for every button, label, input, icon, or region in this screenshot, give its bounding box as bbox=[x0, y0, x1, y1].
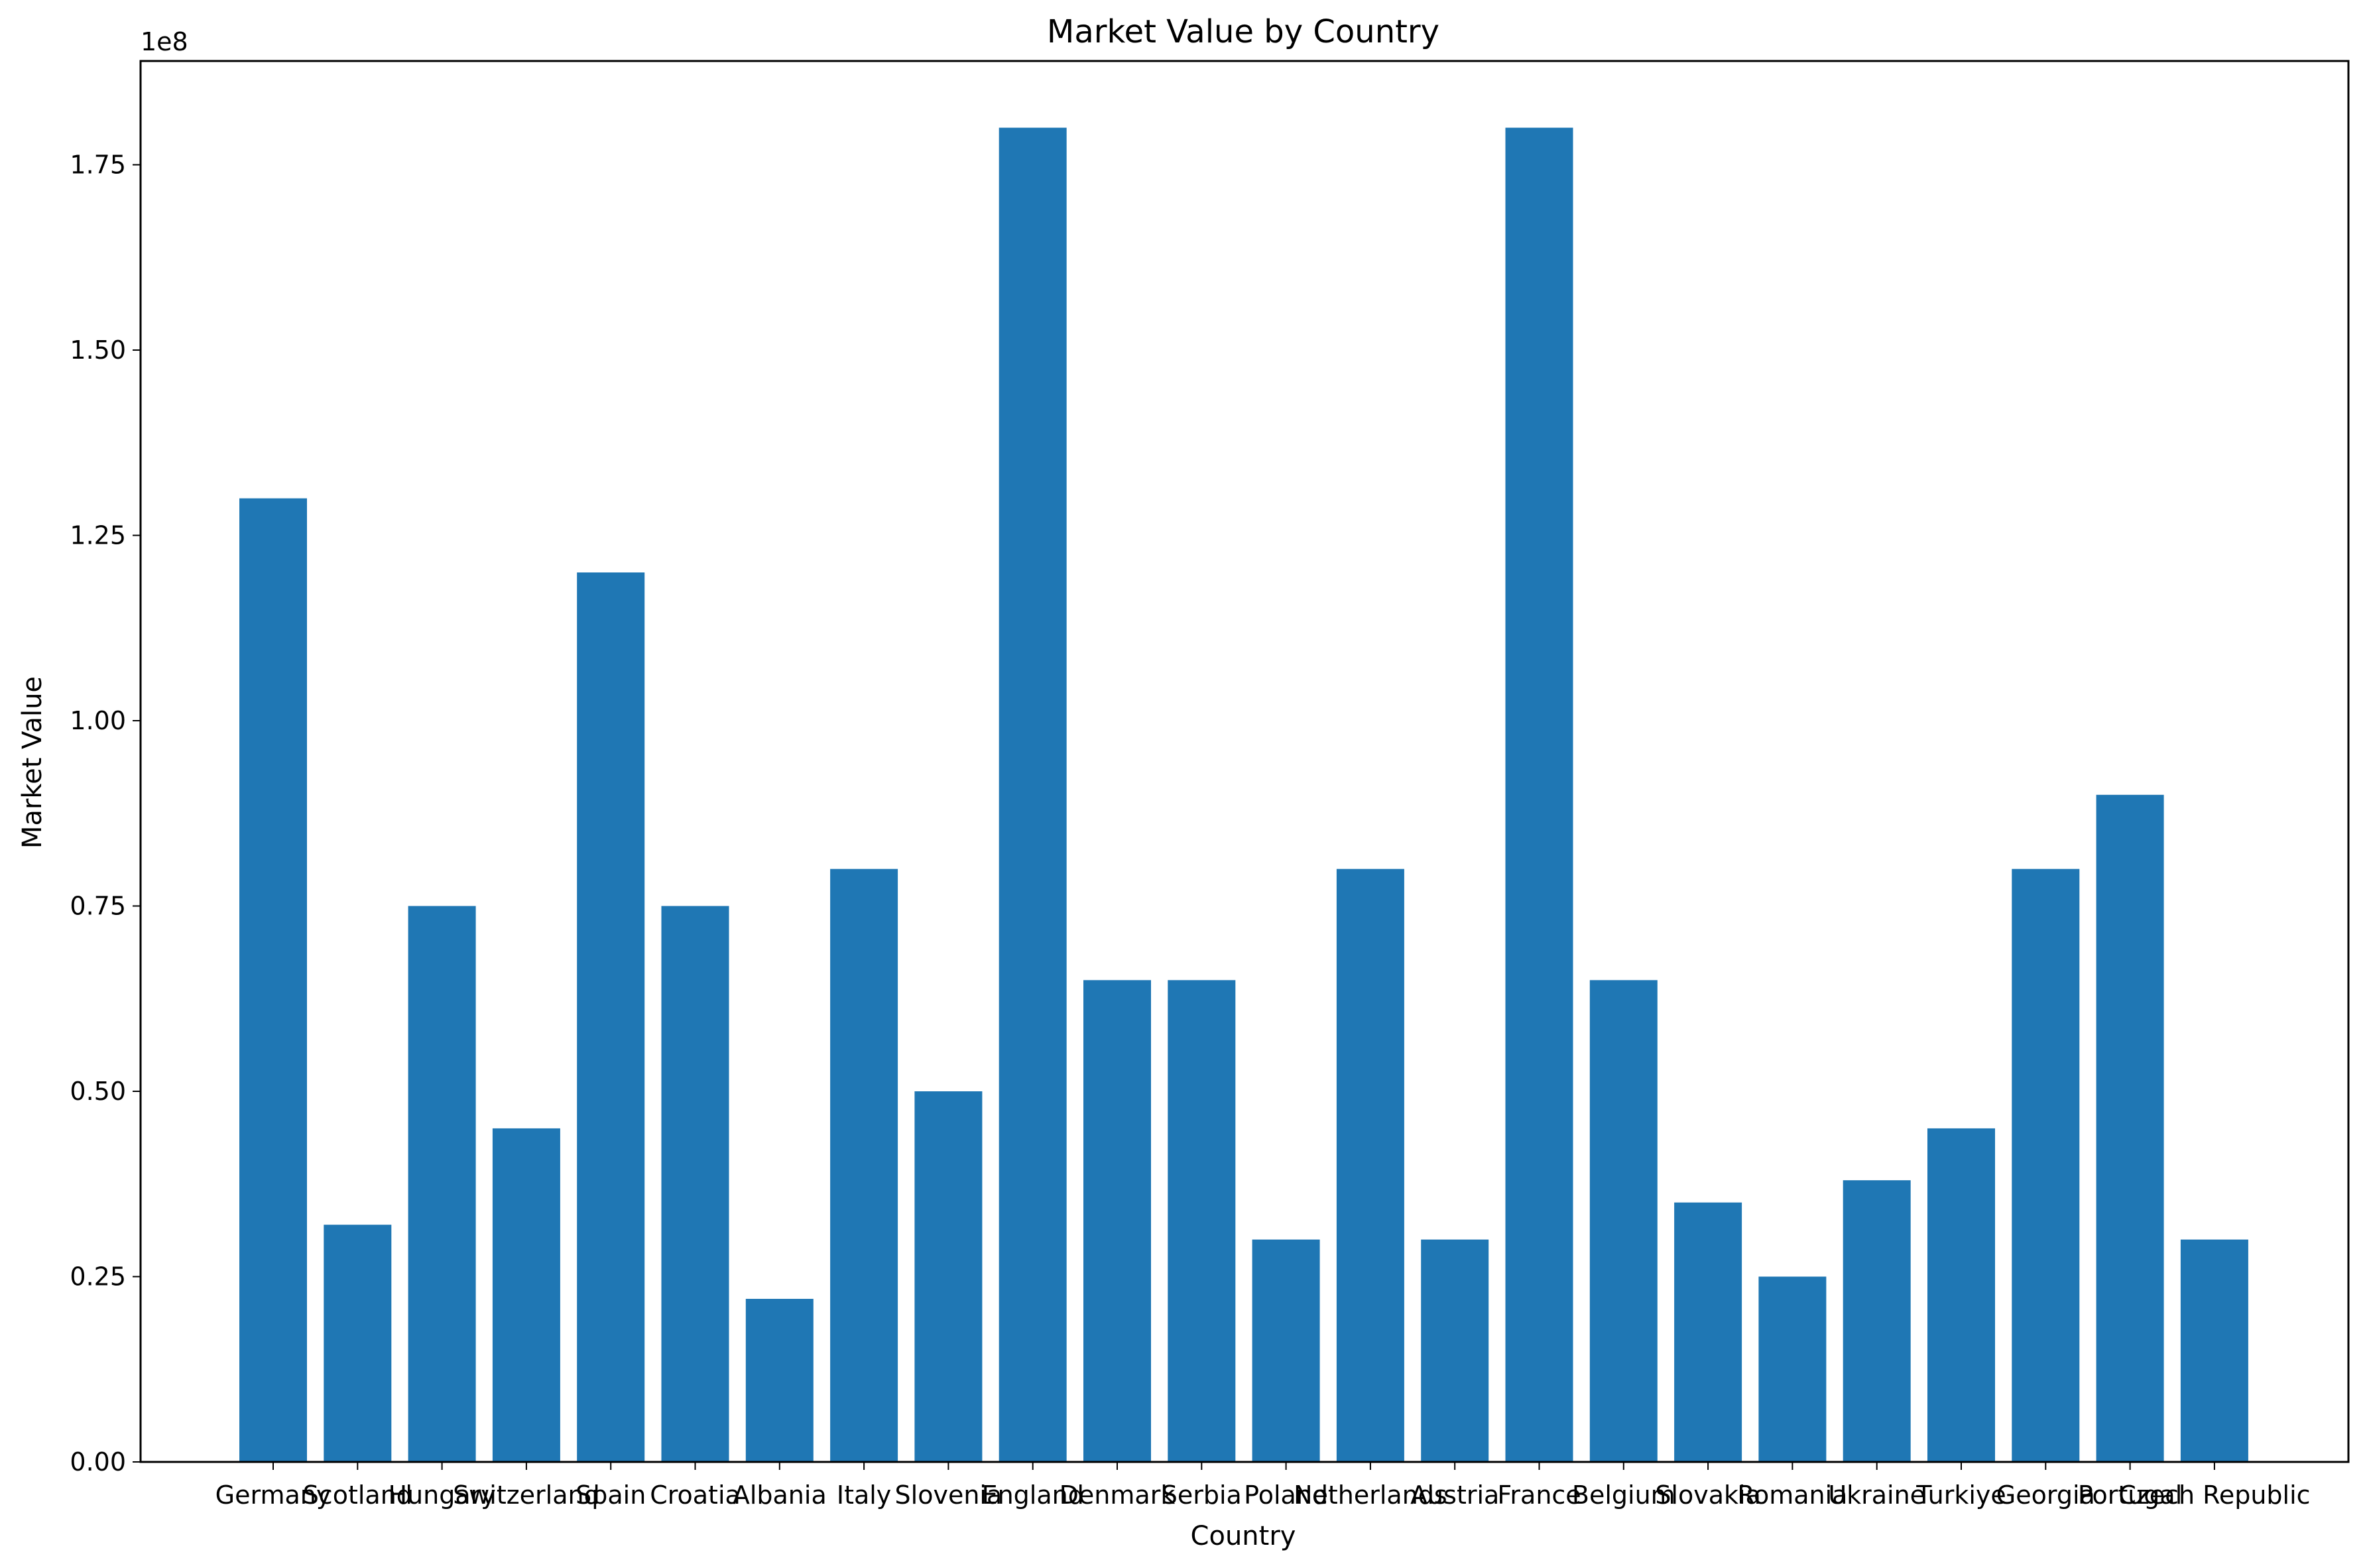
x-tick-label: Spain bbox=[576, 1480, 646, 1510]
plot-frame bbox=[139, 60, 2350, 1463]
bar-albania bbox=[745, 1299, 814, 1462]
y-tick-label: 1.50 bbox=[70, 335, 126, 365]
bar-turkiye bbox=[1927, 1128, 1995, 1462]
bar-france bbox=[1505, 127, 1573, 1463]
x-tick-label: Hungary bbox=[388, 1480, 495, 1510]
x-tick-label: Czech Republic bbox=[2118, 1480, 2310, 1510]
x-tick-label: Belgium bbox=[1572, 1480, 1675, 1510]
bar-denmark bbox=[1083, 980, 1151, 1462]
x-tick-label: Georgia bbox=[1996, 1480, 2095, 1510]
y-tick-label: 0.25 bbox=[70, 1262, 126, 1292]
x-tick-label: Italy bbox=[837, 1480, 891, 1510]
bar-romania bbox=[1758, 1276, 1827, 1462]
x-tick-label: Denmark bbox=[1060, 1480, 1176, 1510]
x-tick-label: Croatia bbox=[650, 1480, 741, 1510]
y-axis-offset-label: 1e8 bbox=[141, 27, 188, 56]
y-tick-label: 1.25 bbox=[70, 521, 126, 550]
x-tick-label: Slovakia bbox=[1655, 1480, 1761, 1510]
bar-switzerland bbox=[492, 1128, 560, 1462]
bar-germany bbox=[239, 498, 307, 1462]
y-axis-label: Market Value bbox=[17, 676, 48, 849]
x-tick-label: Switzerland bbox=[453, 1480, 600, 1510]
x-axis-label: Country bbox=[1191, 1521, 1296, 1551]
bar-scotland bbox=[324, 1225, 392, 1462]
bar-slovakia bbox=[1674, 1202, 1742, 1462]
bar-portugal bbox=[2096, 794, 2164, 1462]
bar-czech-republic bbox=[2180, 1239, 2248, 1462]
bar-georgia bbox=[2012, 869, 2080, 1462]
chart-title: Market Value by Country bbox=[1047, 13, 1439, 50]
x-tick-label: Albania bbox=[733, 1480, 827, 1510]
x-tick-label: Turkiye bbox=[1915, 1480, 2006, 1510]
x-tick-label: Portugal bbox=[2078, 1480, 2182, 1510]
bar-england bbox=[999, 127, 1067, 1463]
x-tick-label: Scotland bbox=[303, 1480, 412, 1510]
x-tick-label: Slovenia bbox=[895, 1480, 1002, 1510]
bar-croatia bbox=[661, 906, 729, 1462]
x-tick-label: Romania bbox=[1737, 1480, 1847, 1510]
y-tick-label: 0.50 bbox=[70, 1077, 126, 1106]
bar-belgium bbox=[1589, 980, 1658, 1462]
y-ticks-group: 0.00 0.25 0.50 0.75 1.00 1.25 1.50 1.75 bbox=[70, 151, 141, 1477]
bars-group bbox=[239, 127, 2248, 1463]
x-tick-label: Ukraine bbox=[1828, 1480, 1925, 1510]
y-tick-label: 1.00 bbox=[70, 706, 126, 735]
bar-slovenia bbox=[914, 1091, 983, 1462]
bar-serbia bbox=[1168, 980, 1236, 1462]
bar-spain bbox=[577, 572, 645, 1462]
y-tick-label: 0.00 bbox=[70, 1447, 126, 1477]
bar-austria bbox=[1421, 1239, 1489, 1462]
y-tick-label: 1.75 bbox=[70, 151, 126, 180]
bar-netherlands bbox=[1336, 869, 1404, 1462]
x-tick-label: England bbox=[982, 1480, 1084, 1510]
x-tick-label: Netherlands bbox=[1294, 1480, 1447, 1510]
bar-italy bbox=[830, 869, 898, 1462]
x-tick-label: Serbia bbox=[1162, 1480, 1242, 1510]
x-tick-label: Poland bbox=[1244, 1480, 1328, 1510]
bar-hungary bbox=[408, 906, 476, 1462]
x-tick-label: Austria bbox=[1410, 1480, 1499, 1510]
bar-poland bbox=[1252, 1239, 1320, 1462]
x-tick-label: Germany bbox=[215, 1480, 332, 1510]
bar-ukraine bbox=[1843, 1180, 1911, 1462]
y-tick-label: 0.75 bbox=[70, 892, 126, 921]
x-tick-label: France bbox=[1497, 1480, 1581, 1510]
